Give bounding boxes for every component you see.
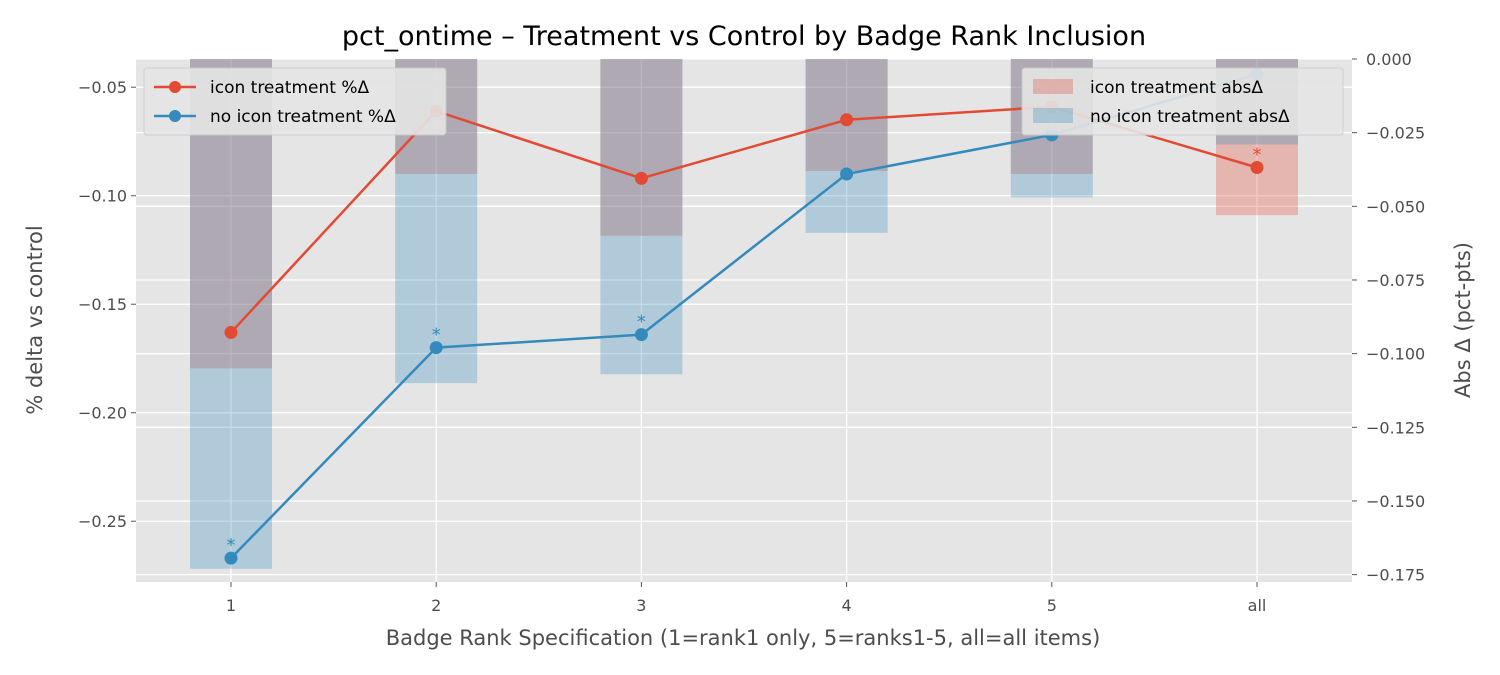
legend-bars-box (1021, 67, 1344, 136)
right-y-tick-label: −0.075 (1366, 271, 1425, 290)
chart-title: pct_ontime – Treatment vs Control by Bad… (342, 21, 1146, 52)
significance-asterisk: * (227, 535, 236, 556)
right-y-tick-label: −0.100 (1366, 345, 1425, 364)
x-axis-label: Badge Rank Specification (1=rank1 only, … (386, 626, 1101, 650)
left-y-tick-label: −0.15 (78, 295, 127, 314)
x-tick-label: 5 (1047, 596, 1057, 615)
x-tick-label: 2 (431, 596, 441, 615)
legend-icon-marker (169, 81, 181, 93)
right-y-tick-label: −0.150 (1366, 492, 1425, 511)
bar-noicon (600, 59, 683, 375)
bar-noicon (805, 59, 888, 233)
x-tick-labels: 1 2 3 4 5 all (226, 582, 1266, 615)
significance-markers: * * * * (227, 145, 1262, 557)
data-point-icon (224, 325, 238, 339)
legend-lines: icon treatment %Δ no icon treatment %Δ (143, 67, 447, 136)
bar-noicon (190, 59, 272, 569)
right-y-tick-label: −0.050 (1366, 197, 1425, 216)
significance-asterisk: * (1253, 145, 1262, 166)
left-y-tick-labels: −0.05 −0.10 −0.15 −0.20 −0.25 (78, 78, 136, 531)
legend-bars: icon treatment absΔ no icon treatment ab… (1021, 67, 1344, 136)
significance-asterisk: * (637, 312, 646, 333)
legend-noicon-marker (169, 110, 181, 122)
legend-icon-bar-swatch (1033, 79, 1073, 94)
bar-icon (600, 59, 683, 236)
right-y-tick-label: −0.025 (1366, 124, 1425, 143)
right-y-axis-label: Abs Δ (pct-pts) (1451, 242, 1475, 398)
left-y-tick-label: −0.05 (78, 78, 127, 97)
gridlines (136, 58, 1352, 582)
data-point-noicon (840, 167, 854, 181)
left-y-tick-label: −0.25 (78, 512, 127, 531)
x-tick-label: all (1248, 596, 1267, 615)
data-point-icon (634, 171, 648, 185)
right-y-tick-label: −0.175 (1366, 566, 1425, 585)
legend-noicon-bar-label: no icon treatment absΔ (1090, 107, 1290, 127)
data-point-noicon (634, 328, 648, 342)
data-point-noicon (224, 551, 238, 565)
plot-area (136, 59, 1352, 582)
data-point-icon (840, 113, 854, 127)
x-tick-label: 3 (636, 596, 646, 615)
legend-lines-box (143, 67, 447, 136)
left-y-tick-label: −0.20 (78, 404, 127, 423)
legend-icon-bar-label: icon treatment absΔ (1090, 78, 1263, 98)
left-y-axis-label: % delta vs control (23, 225, 47, 414)
legend-icon-line-label: icon treatment %Δ (210, 78, 369, 98)
legend-noicon-bar-swatch (1033, 108, 1073, 123)
legend-noicon-line-label: no icon treatment %Δ (210, 107, 396, 127)
left-y-tick-label: −0.10 (78, 187, 127, 206)
x-tick-label: 4 (842, 596, 852, 615)
x-tick-label: 1 (226, 596, 236, 615)
right-y-tick-label: −0.125 (1366, 418, 1425, 437)
significance-asterisk: * (432, 325, 441, 346)
data-point-noicon (429, 341, 443, 355)
right-y-tick-labels: 0.000 −0.025 −0.050 −0.075 −0.100 −0.125 −0.15… (1352, 50, 1425, 585)
data-point-icon (1250, 161, 1264, 175)
right-y-tick-label: 0.000 (1366, 50, 1412, 69)
